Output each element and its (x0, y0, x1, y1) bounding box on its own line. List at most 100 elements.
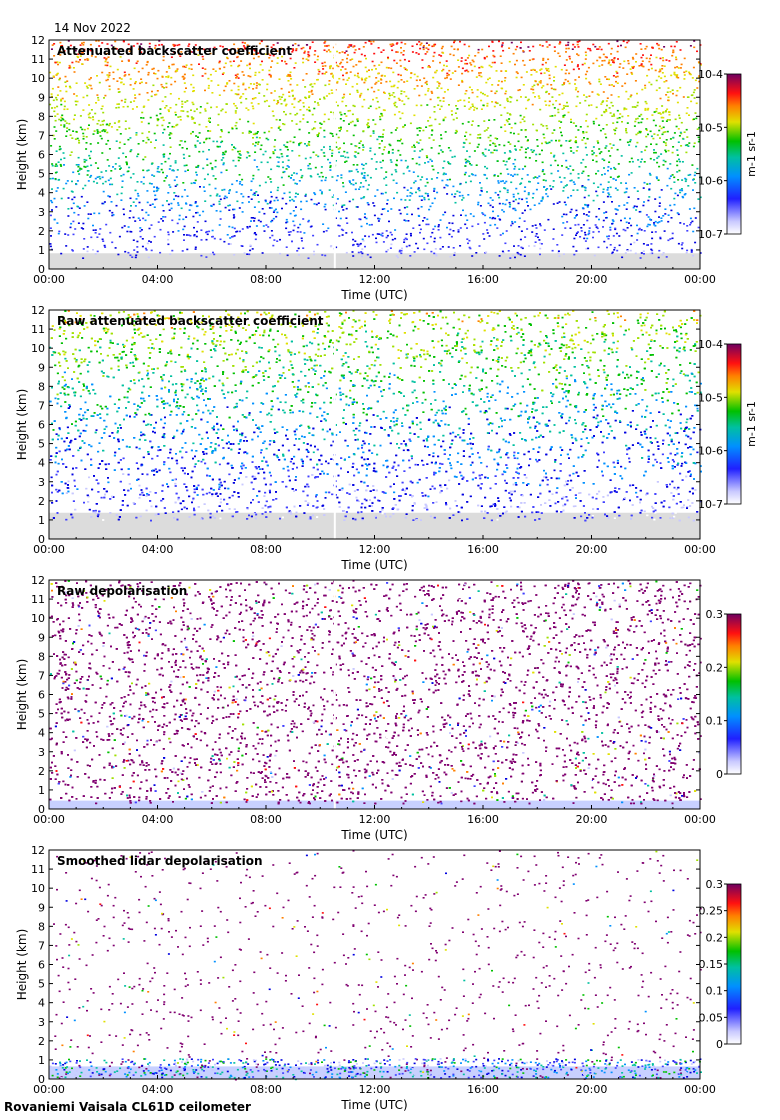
pixel (468, 142, 471, 145)
pixel (598, 56, 601, 59)
pixel (82, 132, 85, 135)
pixel (237, 47, 240, 50)
pixel (647, 107, 650, 110)
pixel (491, 61, 494, 64)
pixel (283, 99, 286, 102)
pixel (217, 124, 220, 126)
pixel (67, 40, 70, 42)
pixel (404, 199, 407, 201)
pixel (228, 190, 231, 192)
pixel (153, 132, 156, 135)
pixel (323, 136, 326, 138)
pixel (660, 127, 663, 130)
pixel (595, 117, 598, 120)
pixel (197, 136, 199, 138)
pixel (54, 171, 57, 174)
pixel (617, 96, 620, 98)
pixel (177, 230, 180, 232)
pixel (117, 253, 120, 256)
pixel (443, 64, 445, 67)
pixel (493, 55, 496, 58)
pixel (248, 132, 251, 134)
pixel (129, 210, 132, 212)
pixel (533, 245, 536, 247)
pixel (89, 84, 92, 87)
pixel (341, 204, 344, 207)
pixel (146, 136, 149, 139)
pixel (148, 182, 151, 185)
pixel (120, 192, 123, 195)
pixel (390, 161, 393, 163)
pixel (610, 47, 613, 50)
pixel (392, 92, 395, 94)
pixel (570, 179, 573, 182)
pixel (255, 84, 258, 87)
pixel (391, 148, 394, 151)
pixel (123, 143, 126, 145)
pixel (82, 222, 85, 225)
pixel (216, 193, 219, 195)
y-tick-label: 4 (38, 187, 45, 200)
pixel (227, 131, 230, 134)
pixel (623, 191, 626, 194)
pixel (692, 189, 694, 191)
pixel (412, 227, 415, 229)
pixel (412, 171, 415, 173)
pixel (328, 83, 331, 86)
pixel (276, 240, 279, 242)
pixel (638, 165, 641, 168)
pixel (446, 74, 449, 77)
pixel (584, 240, 587, 242)
pixel (654, 124, 657, 127)
pixel (84, 184, 87, 187)
pixel (382, 129, 385, 131)
pixel (612, 122, 615, 124)
pixel (577, 177, 580, 179)
pixel (76, 137, 79, 140)
pixel (76, 205, 79, 208)
pixel (433, 51, 436, 54)
pixel (104, 60, 107, 63)
pixel (504, 77, 507, 79)
pixel (509, 96, 512, 98)
pixel (325, 71, 328, 73)
pixel (180, 51, 183, 53)
pixel (320, 192, 323, 195)
pixel (53, 218, 56, 221)
x-tick-label: 00:00 (684, 273, 716, 286)
pixel (553, 107, 556, 109)
pixel (75, 130, 78, 133)
pixel (105, 143, 108, 145)
pixel (466, 150, 468, 152)
pixel (561, 108, 564, 110)
pixel (419, 231, 421, 234)
pixel (132, 173, 135, 175)
pixel (694, 241, 697, 244)
pixel (636, 224, 638, 227)
pixel (581, 185, 584, 188)
pixel (417, 175, 420, 178)
pixel (584, 142, 587, 145)
pixel (229, 243, 232, 245)
pixel (605, 136, 608, 139)
pixel (527, 46, 530, 48)
pixel (568, 82, 571, 85)
pixel (460, 60, 463, 62)
pixel (512, 163, 515, 165)
pixel (530, 69, 533, 71)
pixel (587, 351, 590, 354)
pixel (61, 117, 64, 120)
pixel (689, 223, 692, 226)
pixel (52, 75, 55, 77)
pixel (612, 178, 615, 180)
pixel (576, 53, 578, 55)
pixel (358, 48, 361, 50)
pixel (284, 98, 287, 101)
pixel (288, 234, 291, 236)
pixel (494, 137, 497, 139)
pixel (299, 169, 302, 171)
pixel (646, 225, 649, 228)
pixel (300, 176, 303, 179)
